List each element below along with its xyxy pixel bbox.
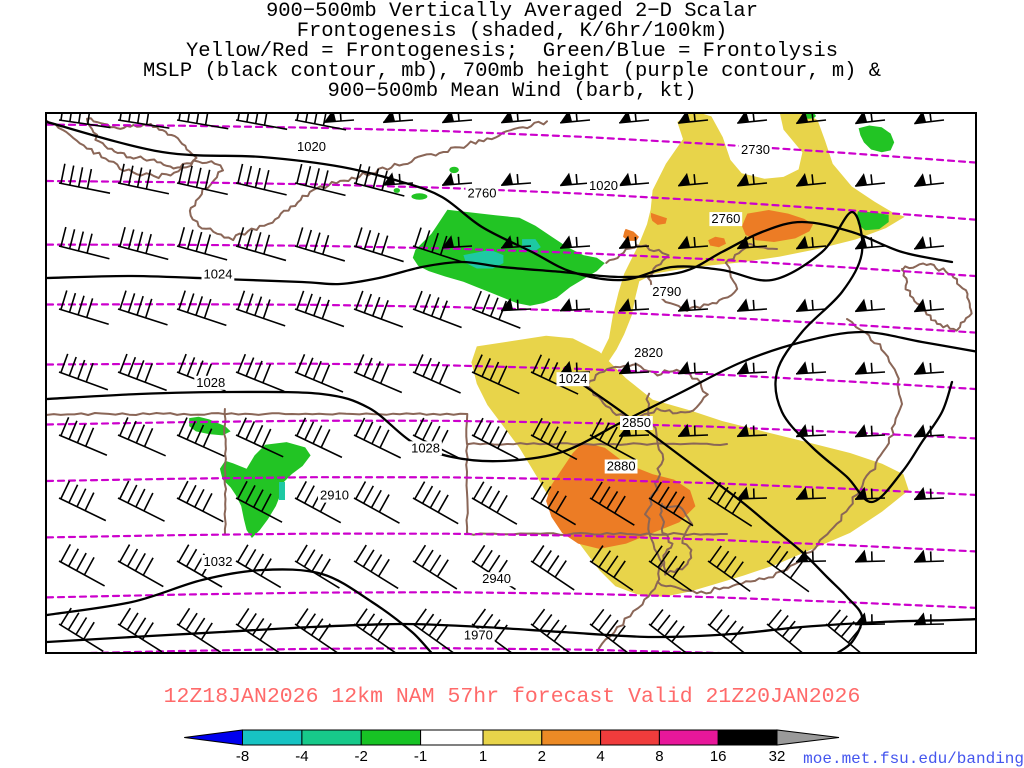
svg-text:2760: 2760 xyxy=(468,186,497,201)
svg-text:1020: 1020 xyxy=(589,178,618,193)
svg-text:1024: 1024 xyxy=(204,267,233,282)
svg-text:1020: 1020 xyxy=(297,139,326,154)
svg-text:2910: 2910 xyxy=(320,488,349,503)
svg-text:2730: 2730 xyxy=(741,142,770,157)
svg-text:-8: -8 xyxy=(236,748,249,765)
svg-text:2: 2 xyxy=(538,748,546,765)
svg-text:16: 16 xyxy=(710,748,727,765)
svg-text:-4: -4 xyxy=(295,748,308,765)
svg-text:1970: 1970 xyxy=(464,628,493,643)
svg-text:-2: -2 xyxy=(355,748,368,765)
svg-text:2820: 2820 xyxy=(634,345,663,360)
svg-text:1: 1 xyxy=(479,748,487,765)
svg-text:2940: 2940 xyxy=(482,571,511,586)
svg-text:1032: 1032 xyxy=(204,554,233,569)
svg-text:1024: 1024 xyxy=(559,371,588,386)
svg-text:4: 4 xyxy=(596,748,604,765)
svg-text:2880: 2880 xyxy=(607,459,636,474)
svg-text:8: 8 xyxy=(655,748,663,765)
svg-text:1028: 1028 xyxy=(196,375,225,390)
svg-text:2760: 2760 xyxy=(711,211,740,226)
svg-text:2850: 2850 xyxy=(622,415,651,430)
svg-text:2790: 2790 xyxy=(652,284,681,299)
svg-text:-1: -1 xyxy=(414,748,427,765)
svg-text:1028: 1028 xyxy=(411,440,440,455)
